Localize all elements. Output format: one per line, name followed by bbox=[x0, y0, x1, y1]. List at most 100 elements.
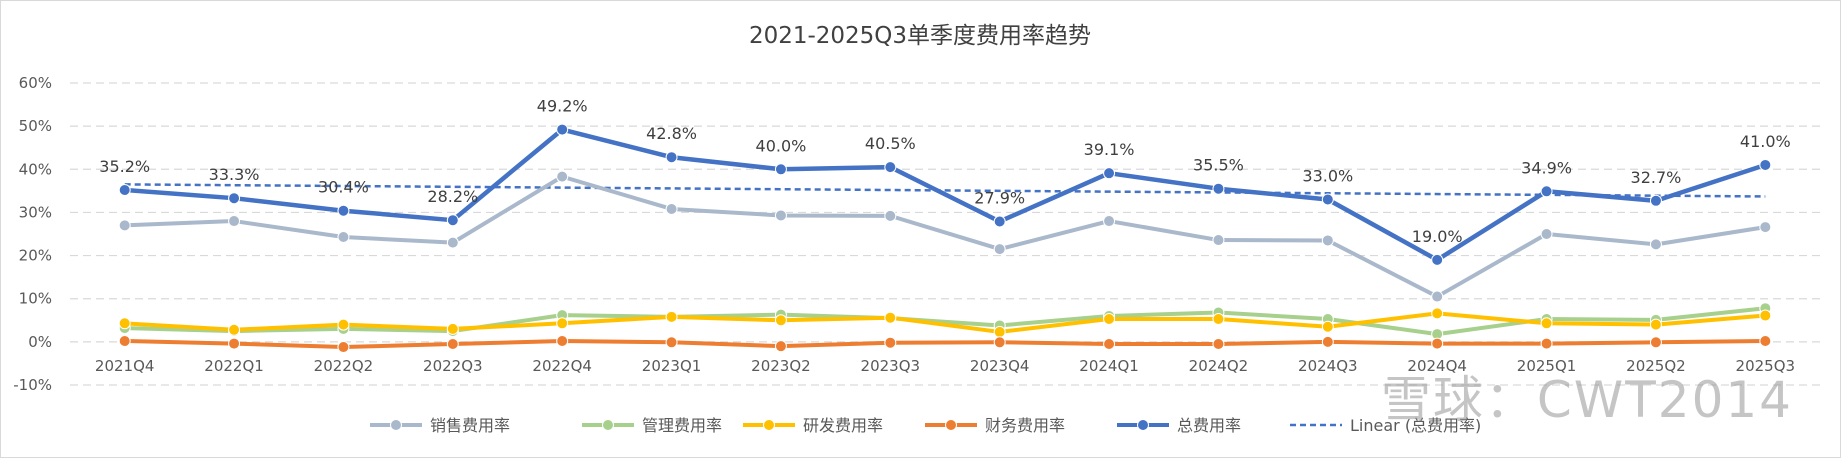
data-point bbox=[774, 314, 787, 327]
data-point bbox=[446, 214, 459, 227]
legend-marker bbox=[602, 419, 614, 431]
data-point bbox=[337, 318, 350, 331]
data-label: 19.0% bbox=[1412, 227, 1463, 246]
y-tick-label: 60% bbox=[19, 74, 52, 92]
data-point bbox=[1212, 312, 1225, 325]
data-point bbox=[1321, 193, 1334, 206]
x-tick-label: 2022Q2 bbox=[314, 357, 374, 375]
y-tick-label: 0% bbox=[28, 333, 52, 351]
data-point bbox=[1759, 334, 1772, 347]
data-point bbox=[118, 317, 131, 330]
y-tick-label: -10% bbox=[13, 376, 52, 394]
data-point bbox=[884, 336, 897, 349]
data-point bbox=[228, 215, 241, 228]
data-point bbox=[774, 163, 787, 176]
data-point bbox=[884, 311, 897, 324]
data-point bbox=[1540, 185, 1553, 198]
data-point bbox=[228, 337, 241, 350]
series-line bbox=[124, 127, 1767, 263]
x-tick-label: 2024Q3 bbox=[1298, 357, 1358, 375]
legend-label: Linear (总费用率) bbox=[1350, 416, 1481, 435]
y-tick-label: 20% bbox=[19, 247, 52, 265]
data-point bbox=[337, 341, 350, 354]
y-tick-label: 50% bbox=[19, 117, 52, 135]
data-point bbox=[337, 204, 350, 217]
data-point bbox=[446, 236, 459, 249]
data-point bbox=[993, 243, 1006, 256]
x-tick-label: 2024Q2 bbox=[1189, 357, 1249, 375]
data-point bbox=[1103, 215, 1116, 228]
data-label: 35.2% bbox=[99, 157, 150, 176]
data-label: 42.8% bbox=[646, 124, 697, 143]
data-point bbox=[228, 192, 241, 205]
data-label: 40.0% bbox=[756, 136, 807, 155]
data-point bbox=[1212, 182, 1225, 195]
data-point bbox=[1103, 167, 1116, 180]
series-line bbox=[124, 338, 1766, 350]
series-line bbox=[124, 311, 1766, 334]
data-point bbox=[884, 209, 897, 222]
data-point bbox=[1212, 338, 1225, 351]
data-label: 40.5% bbox=[865, 134, 916, 153]
watermark: 雪球：CWT2014 bbox=[1380, 371, 1793, 429]
series-line bbox=[124, 306, 1766, 337]
data-point bbox=[1431, 307, 1444, 320]
x-tick-label: 2023Q4 bbox=[970, 357, 1030, 375]
data-point bbox=[1103, 338, 1116, 351]
data-point bbox=[1321, 234, 1334, 247]
data-point bbox=[1540, 317, 1553, 330]
data-point bbox=[1649, 194, 1662, 207]
data-point bbox=[1759, 221, 1772, 234]
legend-marker bbox=[390, 419, 402, 431]
chart-title: 2021-2025Q3单季度费用率趋势 bbox=[749, 23, 1091, 49]
data-label: 49.2% bbox=[537, 97, 588, 116]
data-point bbox=[1431, 253, 1444, 266]
data-point bbox=[1431, 290, 1444, 303]
data-point bbox=[1649, 238, 1662, 251]
y-tick-label: 10% bbox=[19, 290, 52, 308]
data-label: 33.3% bbox=[209, 165, 260, 184]
data-point bbox=[337, 231, 350, 244]
data-point bbox=[1540, 337, 1553, 350]
data-point bbox=[884, 161, 897, 174]
legend-label: 财务费用率 bbox=[985, 416, 1065, 435]
data-point bbox=[665, 202, 678, 215]
x-tick-label: 2025Q1 bbox=[1517, 357, 1577, 375]
data-point bbox=[556, 334, 569, 347]
data-label: 35.5% bbox=[1193, 156, 1244, 175]
data-label: 41.0% bbox=[1740, 132, 1791, 151]
data-point bbox=[774, 340, 787, 353]
legend-marker bbox=[945, 419, 957, 431]
x-tick-label: 2022Q4 bbox=[532, 357, 592, 375]
legend-label: 管理费用率 bbox=[642, 416, 722, 435]
trendline bbox=[124, 183, 1766, 198]
data-point bbox=[1103, 312, 1116, 325]
y-tick-label: 40% bbox=[19, 160, 52, 178]
x-tick-label: 2023Q2 bbox=[751, 357, 811, 375]
x-tick-label: 2023Q3 bbox=[861, 357, 921, 375]
data-label: 33.0% bbox=[1302, 166, 1353, 185]
data-point bbox=[1321, 335, 1334, 348]
x-tick-label: 2025Q3 bbox=[1736, 357, 1796, 375]
data-point bbox=[665, 151, 678, 164]
x-tick-label: 2025Q2 bbox=[1626, 357, 1686, 375]
data-point bbox=[993, 336, 1006, 349]
legend-marker bbox=[763, 419, 775, 431]
data-point bbox=[1759, 309, 1772, 322]
legend-label: 总费用率 bbox=[1177, 416, 1241, 435]
x-tick-label: 2022Q3 bbox=[423, 357, 483, 375]
data-point bbox=[446, 322, 459, 335]
data-point bbox=[228, 323, 241, 336]
data-point bbox=[665, 310, 678, 323]
data-point bbox=[1540, 228, 1553, 240]
data-point bbox=[774, 209, 787, 222]
x-tick-label: 2023Q1 bbox=[642, 357, 702, 375]
legend-marker bbox=[1137, 419, 1149, 431]
data-point bbox=[1321, 320, 1334, 333]
data-label: 39.1% bbox=[1084, 140, 1135, 159]
x-tick-label: 2021Q4 bbox=[95, 357, 155, 375]
data-point bbox=[118, 334, 131, 347]
data-label: 28.2% bbox=[427, 187, 478, 206]
